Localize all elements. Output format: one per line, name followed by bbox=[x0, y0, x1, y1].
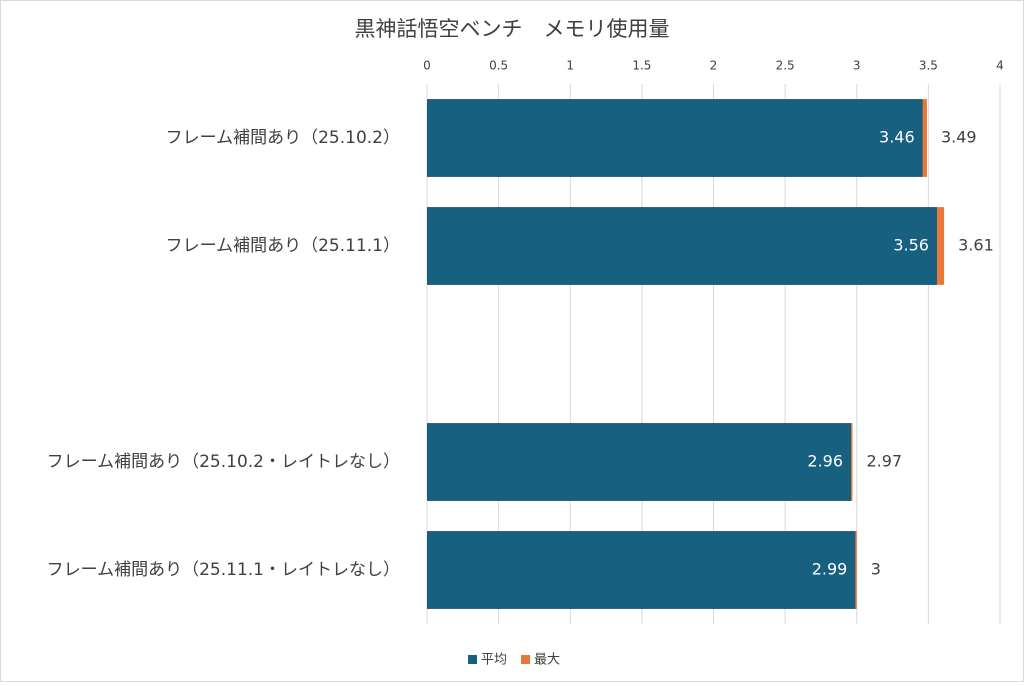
x-tick-label: 0.5 bbox=[489, 59, 508, 73]
x-tick-label: 3.5 bbox=[919, 59, 938, 73]
x-tick-label: 1.5 bbox=[632, 59, 651, 73]
x-tick-label: 0 bbox=[423, 59, 431, 73]
legend-label: 平均 bbox=[481, 653, 507, 668]
y-tick-label: フレーム補間あり（25.11.1・レイトレなし） bbox=[47, 560, 400, 580]
x-tick-label: 3 bbox=[853, 59, 861, 73]
data-label: 2.99 bbox=[812, 560, 848, 579]
y-tick-label: フレーム補間あり（25.11.1） bbox=[166, 236, 400, 256]
x-tick-label: 2 bbox=[710, 59, 718, 73]
bar bbox=[427, 423, 852, 501]
legend-swatch bbox=[521, 655, 531, 664]
x-tick-label: 1 bbox=[566, 59, 574, 73]
legend-swatch bbox=[468, 655, 477, 664]
data-label: 3.56 bbox=[893, 236, 929, 255]
bar bbox=[427, 99, 923, 177]
legend-label: 最大 bbox=[534, 653, 560, 668]
data-label: 3.61 bbox=[958, 236, 994, 255]
y-tick-label: フレーム補間あり（25.10.2・レイトレなし） bbox=[47, 452, 400, 472]
y-tick-label: フレーム補間あり（25.10.2） bbox=[166, 128, 400, 148]
x-tick-label: 4 bbox=[996, 59, 1004, 73]
chart-title: 黒神話悟空ベンチ メモリ使用量 bbox=[355, 17, 670, 41]
x-tick-label: 2.5 bbox=[776, 59, 795, 73]
bar bbox=[427, 531, 856, 609]
data-label: 2.97 bbox=[866, 452, 902, 471]
data-label: 2.96 bbox=[807, 452, 843, 471]
data-label: 3 bbox=[871, 560, 881, 579]
data-label: 3.46 bbox=[879, 128, 915, 147]
data-label: 3.49 bbox=[941, 128, 977, 147]
bar bbox=[427, 207, 937, 285]
